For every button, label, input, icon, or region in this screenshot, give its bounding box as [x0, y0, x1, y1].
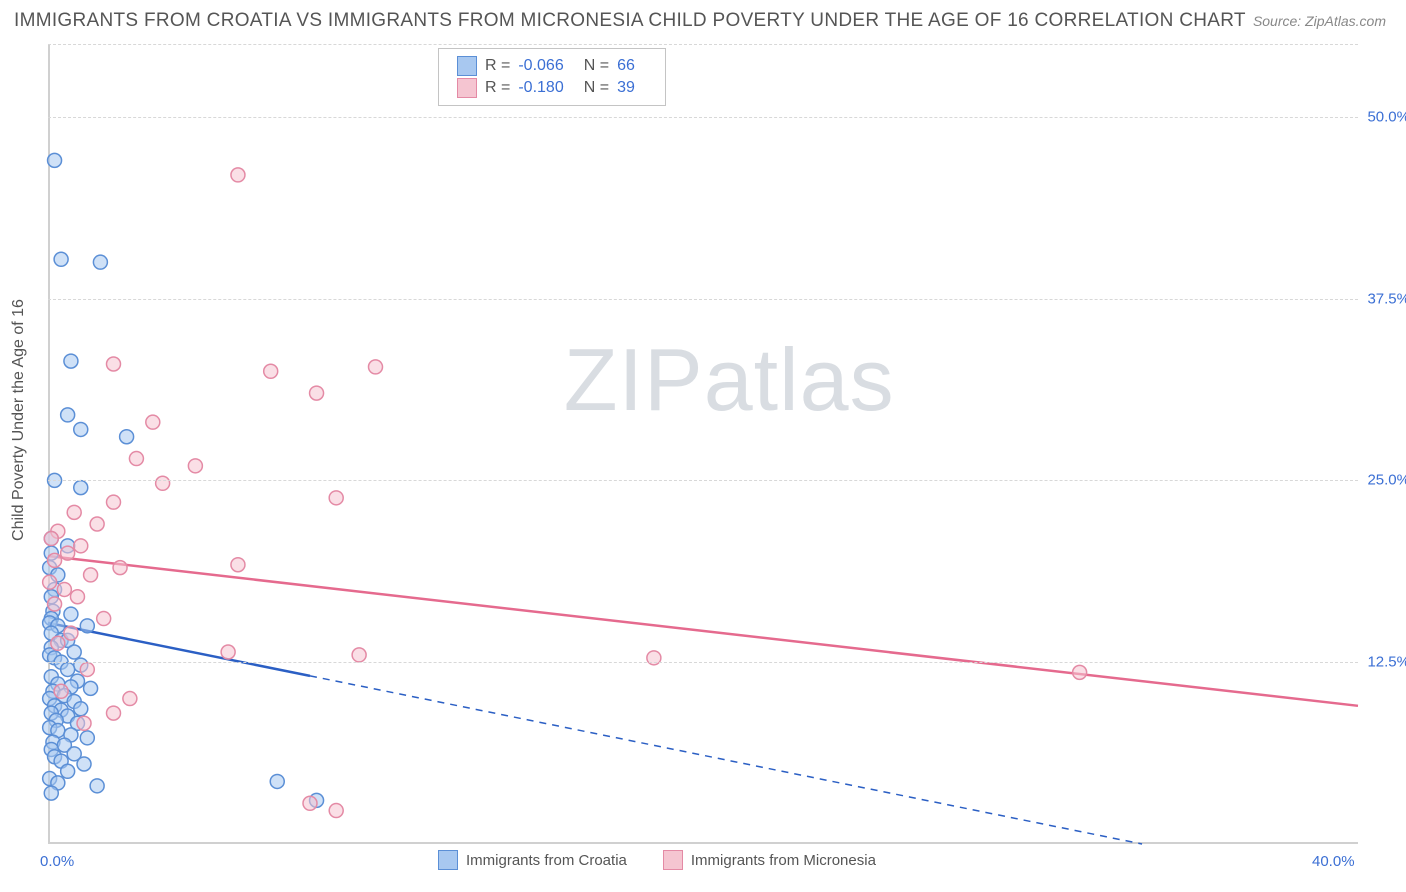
data-point [97, 612, 111, 626]
data-point [57, 582, 71, 596]
chart-title: IMMIGRANTS FROM CROATIA VS IMMIGRANTS FR… [14, 10, 1246, 32]
data-point [44, 532, 58, 546]
data-point [77, 757, 91, 771]
data-point [270, 774, 284, 788]
stat-r-value: -0.180 [518, 79, 563, 97]
data-point [67, 505, 81, 519]
data-point [74, 481, 88, 495]
plot-svg [48, 44, 1358, 844]
data-point [61, 662, 75, 676]
data-point [70, 590, 84, 604]
x-tick-label: 0.0% [40, 853, 74, 870]
stats-row: R = -0.180 N = 39 [457, 77, 647, 99]
data-point [80, 731, 94, 745]
data-point [352, 648, 366, 662]
data-point [1073, 665, 1087, 679]
data-point [54, 684, 68, 698]
data-point [310, 386, 324, 400]
data-point [77, 716, 91, 730]
data-point [107, 706, 121, 720]
chart-area: ZIPatlas 12.5%25.0%37.5%50.0%0.0%40.0% R… [48, 44, 1358, 844]
data-point [43, 575, 57, 589]
data-point [74, 539, 88, 553]
data-point [120, 430, 134, 444]
stat-r-label: R = [485, 79, 510, 97]
stat-n-label: N = [584, 57, 609, 75]
data-point [64, 607, 78, 621]
data-point [329, 804, 343, 818]
data-point [54, 252, 68, 266]
data-point [107, 495, 121, 509]
data-point [74, 702, 88, 716]
y-tick-label: 25.0% [1367, 472, 1406, 489]
data-point [61, 408, 75, 422]
stat-n-label: N = [584, 79, 609, 97]
source-label: Source: ZipAtlas.com [1253, 13, 1386, 29]
legend-label: Immigrants from Micronesia [691, 852, 876, 869]
legend-swatch [457, 56, 477, 76]
data-point [80, 662, 94, 676]
stat-n-value: 66 [617, 57, 635, 75]
legend-swatch [663, 850, 683, 870]
data-point [48, 153, 62, 167]
stat-r-value: -0.066 [518, 57, 563, 75]
y-tick-label: 50.0% [1367, 108, 1406, 125]
data-point [90, 779, 104, 793]
data-point [188, 459, 202, 473]
data-point [64, 626, 78, 640]
data-point [231, 168, 245, 182]
data-point [61, 546, 75, 560]
data-point [369, 360, 383, 374]
data-point [93, 255, 107, 269]
gridline [48, 662, 1358, 663]
stat-r-label: R = [485, 57, 510, 75]
legend-swatch [457, 78, 477, 98]
data-point [146, 415, 160, 429]
legend-item: Immigrants from Micronesia [663, 850, 876, 870]
data-point [84, 681, 98, 695]
gridline [48, 117, 1358, 118]
x-tick-label: 40.0% [1312, 853, 1355, 870]
data-point [264, 364, 278, 378]
data-point [156, 476, 170, 490]
y-tick-label: 12.5% [1367, 654, 1406, 671]
data-point [221, 645, 235, 659]
data-point [61, 764, 75, 778]
stats-legend-box: R = -0.066 N = 66 R = -0.180 N = 39 [438, 48, 666, 106]
legend-item: Immigrants from Croatia [438, 850, 627, 870]
data-point [74, 422, 88, 436]
scatter-plot: 12.5%25.0%37.5%50.0%0.0%40.0% [48, 44, 1358, 844]
data-point [129, 452, 143, 466]
bottom-legend: Immigrants from Croatia Immigrants from M… [438, 850, 876, 870]
data-point [303, 796, 317, 810]
stats-row: R = -0.066 N = 66 [457, 55, 647, 77]
data-point [231, 558, 245, 572]
y-axis-label: Child Poverty Under the Age of 16 [10, 299, 28, 541]
data-point [84, 568, 98, 582]
data-point [80, 619, 94, 633]
gridline [48, 299, 1358, 300]
regression-line-dash [310, 676, 1142, 844]
data-point [123, 692, 137, 706]
data-point [48, 597, 62, 611]
data-point [48, 553, 62, 567]
data-point [44, 786, 58, 800]
legend-label: Immigrants from Croatia [466, 852, 627, 869]
legend-swatch [438, 850, 458, 870]
gridline [48, 44, 1358, 45]
regression-line [48, 556, 1358, 706]
gridline [48, 480, 1358, 481]
data-point [67, 645, 81, 659]
data-point [51, 636, 65, 650]
y-tick-label: 37.5% [1367, 290, 1406, 307]
data-point [64, 354, 78, 368]
stat-n-value: 39 [617, 79, 635, 97]
data-point [329, 491, 343, 505]
data-point [107, 357, 121, 371]
data-point [90, 517, 104, 531]
data-point [113, 561, 127, 575]
